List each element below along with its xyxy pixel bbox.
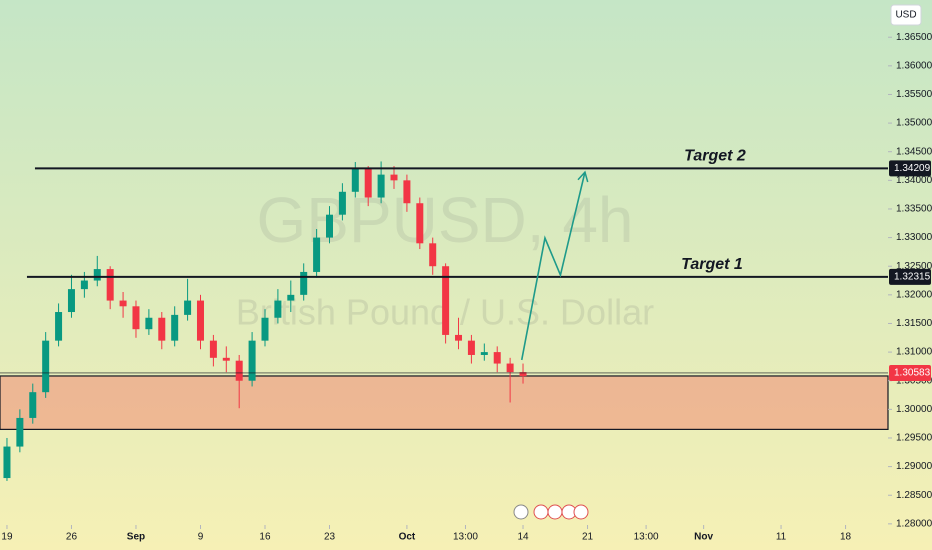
y-tick-label: 1.36500 [896,32,932,43]
candle-body [390,174,398,181]
currency-box[interactable] [890,4,922,26]
y-tick-label: 1.29000 [896,461,932,472]
x-tick-label: 11 [776,532,787,543]
candle-body [16,417,24,447]
x-tick-label: Nov [694,532,713,543]
candle-body [119,300,127,307]
x-tick-label: 23 [324,532,336,543]
y-tick-label: 1.33500 [896,204,932,215]
y-tick-label: 1.28000 [896,518,932,529]
x-tick-label: 18 [840,532,852,543]
y-tick-label: 1.33000 [896,232,932,243]
x-tick-label: 16 [259,532,271,543]
price-label: 1.34209 [894,163,931,174]
candle-body [106,269,114,301]
icon[interactable] [547,504,563,520]
target-label: Target 2 [684,148,746,165]
candle-body [67,289,75,313]
candle-body [480,352,488,355]
y-tick-label: 1.35500 [896,89,932,100]
candle-body [132,306,140,330]
x-tick-label: 13:00 [453,532,478,543]
candle-body [171,314,179,341]
price-label-box [889,364,931,381]
candle-body [145,317,153,330]
y-tick-label: 1.31000 [896,347,932,358]
icon[interactable] [533,504,549,520]
x-tick-label: 14 [517,532,529,543]
x-tick-label: 26 [66,532,78,543]
candle-body [3,446,11,479]
candle-body [287,294,295,301]
y-tick-label: 1.32000 [896,289,932,300]
candle-body [442,266,450,335]
candle-body [455,334,463,341]
candle-body [158,317,166,341]
x-tick-label: 19 [1,532,13,543]
candle-body [222,357,230,361]
x-tick-label: 21 [582,532,594,543]
candle-body [42,340,50,393]
candle-body [300,271,308,295]
watermark-title: GBPUSD, 4h [256,184,633,256]
candle-body [506,363,514,373]
y-tick-label: 1.30000 [896,404,932,415]
price-label: 1.32315 [894,271,931,282]
candle-body [261,317,269,341]
candle-body [313,237,321,272]
x-tick-label: 9 [198,532,204,543]
y-tick-label: 1.29500 [896,433,932,444]
target-label: Target 1 [681,256,743,273]
candle-body [364,168,372,198]
candle-body [338,191,346,215]
candle-body [351,168,359,192]
y-tick-label: 1.32500 [896,261,932,272]
candle-body [467,340,475,355]
candle-body [55,312,63,341]
candle-body [493,352,501,364]
x-tick-label: Sep [127,532,145,543]
candle-body [235,360,243,381]
candle-body [196,300,204,341]
candle-body [377,174,385,198]
candle-body [209,340,217,358]
y-tick-label: 1.34500 [896,146,932,157]
indicator-icons[interactable] [513,504,589,520]
currency[interactable]: USD [895,10,916,21]
candle-body [184,300,192,315]
icon[interactable] [513,504,529,520]
price-label: 1.30583 [894,368,931,379]
candle-body [274,300,282,318]
x-tick-label: 13:00 [634,532,659,543]
price-label-box [889,268,931,285]
candle-body [416,203,424,244]
candle-body [29,392,37,418]
candle-body [403,180,411,204]
price-label-box [889,160,931,177]
y-tick-label: 1.34000 [896,175,932,186]
candle-body [429,243,437,267]
candle-body [93,269,101,281]
candle-body [80,280,88,290]
y-tick-label: 1.36000 [896,60,932,71]
y-tick-label: 1.28500 [896,490,932,501]
x-tick-label: Oct [399,532,416,543]
support-zone [0,375,889,430]
icon[interactable] [573,504,589,520]
candle-body [519,372,527,377]
y-tick-label: 1.35000 [896,118,932,129]
projection-path [520,170,589,361]
candle-body [326,214,334,238]
candle-body [248,340,256,381]
y-tick-label: 1.31500 [896,318,932,329]
